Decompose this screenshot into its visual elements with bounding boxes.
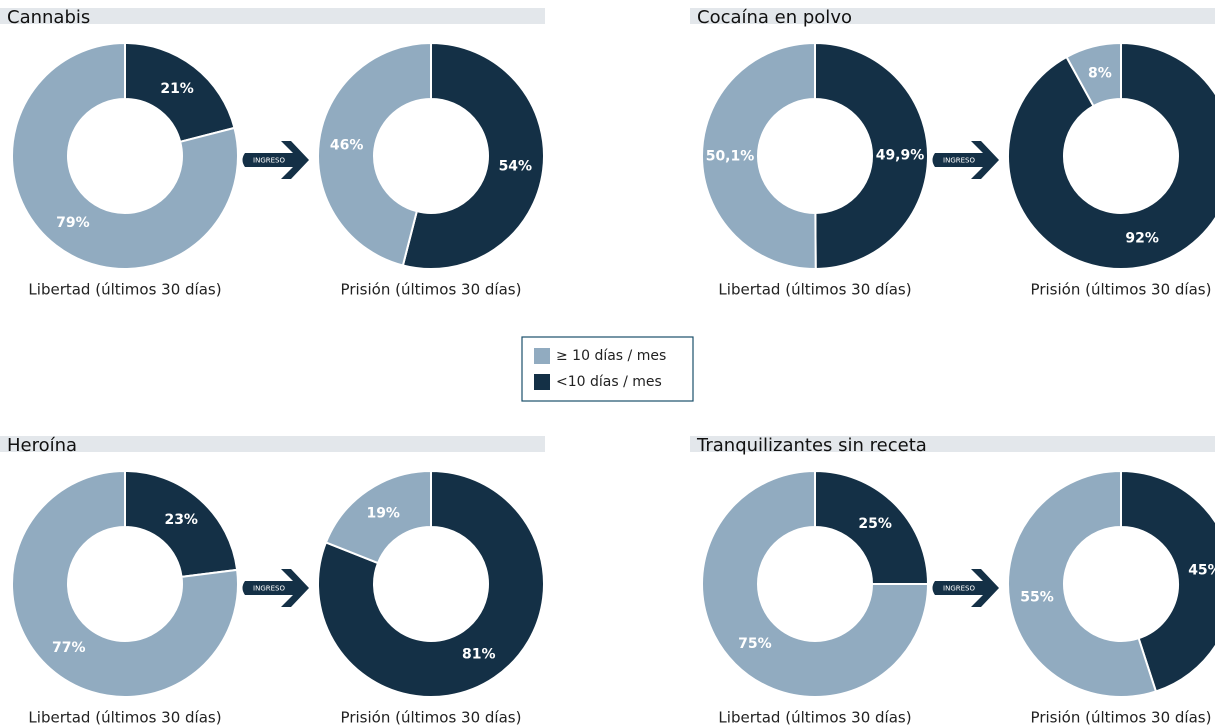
donut-slice [317, 469, 545, 698]
donut-slice [11, 41, 239, 270]
donut-label: Prisión (últimos 30 días) [341, 281, 522, 299]
value-label: 54% [499, 159, 533, 175]
value-label: 8% [1088, 66, 1112, 82]
donut-label: Libertad (últimos 30 días) [718, 281, 911, 299]
value-label: 19% [366, 506, 400, 522]
donut-slice [401, 41, 545, 270]
panel-title-bar [690, 436, 1215, 452]
arrow [932, 569, 999, 607]
value-label: 50,1% [706, 148, 755, 164]
legend-swatch [534, 374, 550, 390]
value-label: 77% [52, 640, 86, 656]
value-label: 23% [164, 512, 198, 528]
panel-title-bar [0, 8, 545, 24]
value-label: 92% [1125, 230, 1159, 246]
value-label: 25% [858, 516, 892, 532]
donut-label: Prisión (últimos 30 días) [1031, 281, 1212, 299]
donut-slice [124, 469, 239, 578]
arrow-label: INGRESO [253, 157, 285, 165]
donut-slice [317, 41, 432, 267]
panel-title: Cannabis [7, 7, 90, 28]
donut-slice [124, 41, 236, 144]
donut-label: Libertad (últimos 30 días) [28, 281, 221, 299]
arrow-label: INGRESO [253, 585, 285, 593]
legend-label: <10 días / mes [556, 374, 662, 390]
donut-label: Libertad (últimos 30 días) [718, 709, 911, 727]
value-label: 75% [738, 636, 772, 652]
legend-box [521, 336, 694, 402]
value-label: 79% [56, 215, 90, 231]
panel-title: Heroína [7, 435, 77, 456]
panel-title: Cocaína en polvo [697, 7, 852, 28]
donut-slice [11, 469, 239, 698]
arrow-label: INGRESO [943, 157, 975, 165]
donut-slice [1120, 469, 1215, 693]
value-label: 21% [160, 81, 194, 97]
donut-slice [701, 469, 930, 698]
value-label: 46% [330, 137, 364, 153]
donut-label: Libertad (últimos 30 días) [28, 709, 221, 727]
panel-title-bar [690, 8, 1215, 24]
legend-label: ≥ 10 días / mes [556, 348, 666, 364]
panel-title-bar [0, 436, 545, 452]
arrow-label: INGRESO [943, 585, 975, 593]
panel-title: Tranquilizantes sin receta [696, 435, 927, 456]
value-label: 55% [1020, 589, 1054, 605]
arrow [932, 141, 999, 179]
donut-slice [1007, 469, 1158, 698]
donut-label: Prisión (últimos 30 días) [341, 709, 522, 727]
value-label: 45% [1188, 563, 1215, 579]
arrow [242, 141, 309, 179]
donut-slice [814, 41, 929, 271]
donut-label: Prisión (últimos 30 días) [1031, 709, 1212, 727]
donut-slice [701, 41, 817, 270]
donut-slice [1065, 41, 1122, 108]
legend-swatch [534, 348, 550, 364]
donut-slice [1007, 41, 1215, 270]
donut-slice [814, 469, 930, 585]
arrow [242, 569, 309, 607]
donut-slice [324, 469, 432, 565]
value-label: 81% [462, 646, 496, 662]
value-label: 49,9% [876, 148, 925, 164]
